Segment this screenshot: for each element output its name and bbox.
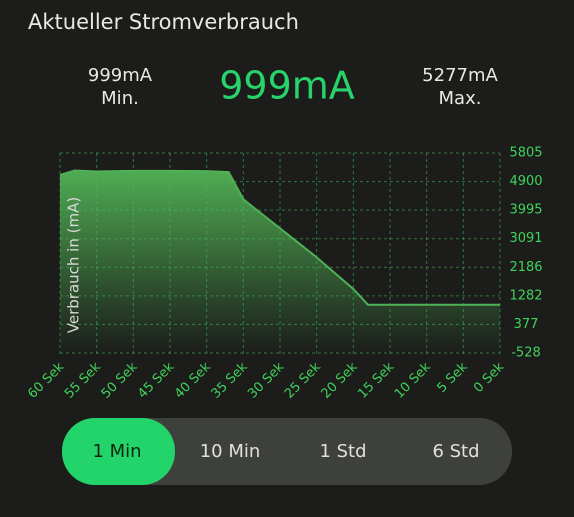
range-button[interactable]: 10 Min [200,441,261,462]
max-label: Max. [439,88,482,109]
min-value: 999mA [88,65,153,86]
max-value: 5277mA [422,65,498,86]
y-tick-label: 5805 [509,146,542,161]
y-tick-label: 3091 [509,231,542,246]
y-axis-label: Verbrauch in (mA) [65,197,83,333]
min-label: Min. [101,88,139,109]
range-button[interactable]: 1 Std [319,441,366,462]
title: Aktueller Stromverbrauch [28,10,299,34]
y-tick-label: 377 [514,317,539,332]
active-button-bg [62,418,175,485]
y-tick-label: 2186 [509,260,542,275]
range-button[interactable]: 6 Std [432,441,479,462]
current-value: 999mA [219,64,355,108]
y-tick-label: 3995 [509,203,542,218]
range-selector [62,418,512,485]
range-button[interactable]: 1 Min [92,441,141,462]
y-tick-label: -528 [511,346,541,361]
y-tick-label: 1282 [509,288,542,303]
range-buttons: 1 Min 10 Min 1 Std 6 Std [62,418,480,485]
y-tick-label: 4900 [509,174,542,189]
